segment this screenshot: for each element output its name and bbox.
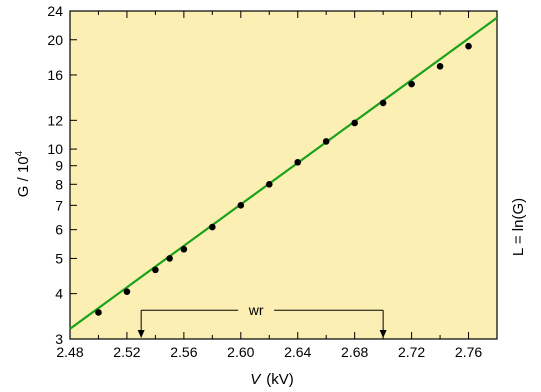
y-axis-title-left-text: G / 10 <box>15 156 32 197</box>
data-point <box>294 158 302 166</box>
x-tick-label: 2.76 <box>455 344 482 360</box>
data-point <box>95 309 102 316</box>
fit-line <box>69 16 498 330</box>
x-tick-label: 2.60 <box>227 344 254 360</box>
y-axis-title-left-exponent: 4 <box>14 150 25 156</box>
x-tick-label: 2.52 <box>113 344 140 360</box>
y-tick-label: 6 <box>55 222 63 238</box>
data-point <box>123 288 131 295</box>
x-tick-label: 2.64 <box>284 344 311 360</box>
data-point <box>379 99 387 107</box>
data-point <box>265 180 273 188</box>
y-tick-label: 4 <box>55 286 63 302</box>
data-point <box>408 80 415 88</box>
y-tick-label: 9 <box>55 158 63 174</box>
data-point <box>436 63 444 70</box>
x-tick-label: 2.56 <box>170 344 197 360</box>
y-tick-label: 7 <box>55 197 63 213</box>
y-axis-title-left: G / 104 <box>14 150 32 197</box>
data-point <box>322 138 330 145</box>
wr-right-arrowhead <box>379 330 387 338</box>
y-tick-label: 20 <box>47 32 63 48</box>
annotation-wr: wr <box>137 302 387 338</box>
x-axis-title-symbol: V <box>250 371 262 388</box>
x-tick-label: 2.48 <box>56 344 83 360</box>
y-tick-label: 10 <box>47 141 63 157</box>
data-point <box>166 255 173 262</box>
data-point <box>209 223 216 231</box>
y-axis-left: 3 4 5 6 7 8 910 12 16 20 24 <box>47 3 77 347</box>
y-axis-title-right: L = ln(G) <box>510 198 527 256</box>
x-tick-label: 2.72 <box>398 344 425 360</box>
data-point <box>351 119 358 127</box>
data-point <box>180 245 188 253</box>
data-points <box>95 42 472 316</box>
y-tick-label: 12 <box>47 112 63 128</box>
x-axis-title-unit: (kV) <box>266 371 294 388</box>
y-tick-label: 24 <box>47 3 63 19</box>
wr-left-arrowhead <box>137 330 145 338</box>
y-tick-label: 3 <box>55 331 63 347</box>
x-axis-title: V (kV) <box>250 371 294 388</box>
data-point <box>465 42 472 50</box>
plot-area <box>69 10 498 340</box>
data-point <box>152 266 159 274</box>
y-tick-label: 8 <box>55 176 63 192</box>
y-tick-label: 5 <box>55 250 63 266</box>
data-point <box>237 202 245 209</box>
y-tick-label: 16 <box>47 67 63 83</box>
x-tick-label: 2.68 <box>341 344 368 360</box>
wr-label: wr <box>248 302 264 318</box>
fit-line-layer <box>69 16 498 330</box>
x-axis: 2.48 2.52 2.56 2.60 2.64 2.68 2.72 2.76 <box>56 11 482 360</box>
